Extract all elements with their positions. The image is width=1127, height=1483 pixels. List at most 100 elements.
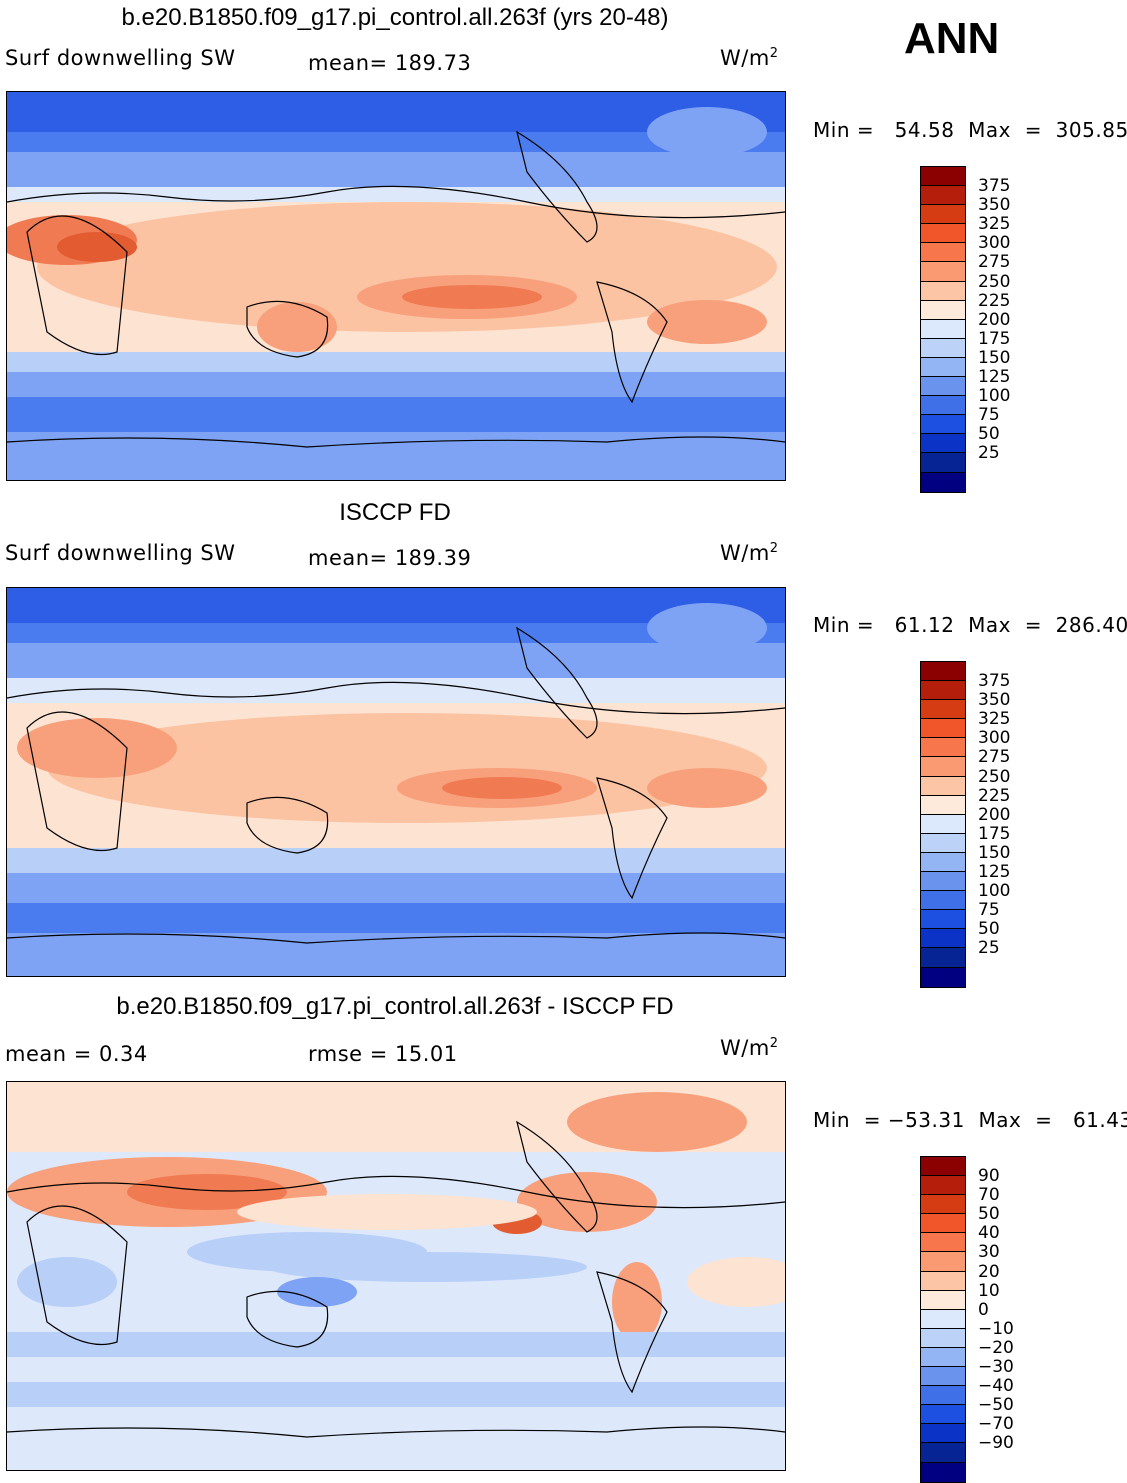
colorbar-label: −70 <box>978 1414 1014 1435</box>
panel-1-minmax: Min = 54.58 Max = 305.85 <box>813 118 1127 142</box>
panel-2-map <box>6 587 786 977</box>
colorbar-label: 300 <box>978 233 1011 254</box>
colorbar-swatch <box>921 434 965 454</box>
panel-3-map-svg <box>7 1082 785 1470</box>
colorbar-label: 30 <box>978 1242 1000 1263</box>
colorbar-label: −40 <box>978 1376 1014 1397</box>
colorbar-swatch <box>921 795 965 815</box>
panel-3-map <box>6 1081 786 1471</box>
colorbar-label: 50 <box>978 919 1000 940</box>
colorbar-label: 125 <box>978 367 1011 387</box>
colorbar-label: 125 <box>978 862 1011 882</box>
colorbar-label: −30 <box>978 1357 1014 1377</box>
colorbar-swatch <box>921 852 965 873</box>
colorbar-swatch <box>921 814 965 834</box>
colorbar-swatch <box>921 396 965 416</box>
colorbar-swatch <box>921 872 965 892</box>
panel-2-mean: mean= 189.39 <box>308 546 472 570</box>
colorbar-swatch <box>921 1233 965 1253</box>
colorbar-swatch <box>921 1290 965 1310</box>
panel-2-colorbar <box>920 661 966 988</box>
panel-3-units: W/m2 <box>720 1036 779 1060</box>
colorbar-swatch <box>921 1386 965 1406</box>
colorbar-swatch <box>921 300 965 320</box>
colorbar-swatch <box>921 1176 965 1196</box>
colorbar-swatch <box>921 1271 965 1291</box>
panel-2-map-svg <box>7 588 785 976</box>
colorbar-label: 25 <box>978 443 1000 464</box>
colorbar-label: 75 <box>978 900 1000 921</box>
colorbar-swatch <box>921 1214 965 1234</box>
colorbar-swatch <box>921 262 965 282</box>
panel-2-units: W/m2 <box>720 541 779 565</box>
colorbar-label: 275 <box>978 747 1011 768</box>
colorbar-label: 350 <box>978 690 1011 711</box>
colorbar-label: 250 <box>978 271 1011 292</box>
colorbar-label: 175 <box>978 328 1011 349</box>
panel-2-variable: Surf downwelling SW <box>5 541 236 565</box>
colorbar-swatch <box>921 167 965 187</box>
colorbar-label: 375 <box>978 671 1011 691</box>
colorbar-swatch <box>921 833 965 853</box>
colorbar-label: 375 <box>978 176 1011 196</box>
colorbar-swatch <box>921 700 965 720</box>
colorbar-label: 90 <box>978 1166 1000 1186</box>
season-label: ANN <box>904 14 1000 63</box>
colorbar-swatch <box>921 472 965 492</box>
panel-1-colorbar <box>920 166 966 493</box>
colorbar-label: 25 <box>978 938 1000 959</box>
colorbar-label: 175 <box>978 823 1011 844</box>
colorbar-label: 250 <box>978 766 1011 787</box>
colorbar-label: −10 <box>978 1318 1014 1339</box>
colorbar-swatch <box>921 1405 965 1425</box>
colorbar-swatch <box>921 415 965 435</box>
colorbar-swatch <box>921 1309 965 1329</box>
colorbar-swatch <box>921 1443 965 1463</box>
colorbar-swatch <box>921 1252 965 1272</box>
colorbar-label: 10 <box>978 1280 1000 1301</box>
panel-2-minmax: Min = 61.12 Max = 286.40 <box>813 613 1127 637</box>
colorbar-swatch <box>921 357 965 378</box>
colorbar-label: 325 <box>978 709 1011 730</box>
colorbar-swatch <box>921 205 965 225</box>
colorbar-label: 50 <box>978 1204 1000 1225</box>
panel-1-variable: Surf downwelling SW <box>5 46 236 70</box>
colorbar-label: 325 <box>978 214 1011 235</box>
colorbar-label: −90 <box>978 1433 1014 1454</box>
colorbar-label: 200 <box>978 309 1011 330</box>
colorbar-label: 40 <box>978 1223 1000 1244</box>
panel-2-title: ISCCP FD <box>339 499 451 526</box>
colorbar-swatch <box>921 910 965 930</box>
panel-3-title: b.e20.B1850.f09_g17.pi_control.all.263f … <box>116 993 674 1020</box>
panel-3-minmax: Min = −53.31 Max = 61.43 <box>813 1108 1127 1132</box>
panel-3-rmse: rmse = 15.01 <box>308 1042 458 1066</box>
colorbar-label: 150 <box>978 842 1011 863</box>
colorbar-swatch <box>921 1195 965 1215</box>
colorbar-label: 225 <box>978 785 1011 806</box>
panel-1-map-svg <box>7 92 785 480</box>
colorbar-swatch <box>921 224 965 244</box>
colorbar-label: −50 <box>978 1395 1014 1416</box>
colorbar-swatch <box>921 738 965 758</box>
colorbar-label: 225 <box>978 290 1011 311</box>
colorbar-swatch <box>921 891 965 911</box>
colorbar-swatch <box>921 757 965 777</box>
colorbar-swatch <box>921 1328 965 1348</box>
colorbar-swatch <box>921 719 965 739</box>
colorbar-label: 100 <box>978 881 1011 902</box>
colorbar-swatch <box>921 1462 965 1482</box>
colorbar-label: 100 <box>978 386 1011 407</box>
colorbar-swatch <box>921 967 965 987</box>
panel-3-colorbar <box>920 1156 966 1483</box>
panel-1-map <box>6 91 786 481</box>
colorbar-label: 200 <box>978 804 1011 825</box>
colorbar-swatch <box>921 377 965 397</box>
colorbar-label: 75 <box>978 405 1000 426</box>
colorbar-swatch <box>921 929 965 949</box>
panel-1-mean: mean= 189.73 <box>308 51 472 75</box>
colorbar-swatch <box>921 243 965 263</box>
colorbar-swatch <box>921 1347 965 1368</box>
colorbar-label: 350 <box>978 195 1011 216</box>
colorbar-label: 150 <box>978 347 1011 368</box>
colorbar-label: 275 <box>978 252 1011 273</box>
